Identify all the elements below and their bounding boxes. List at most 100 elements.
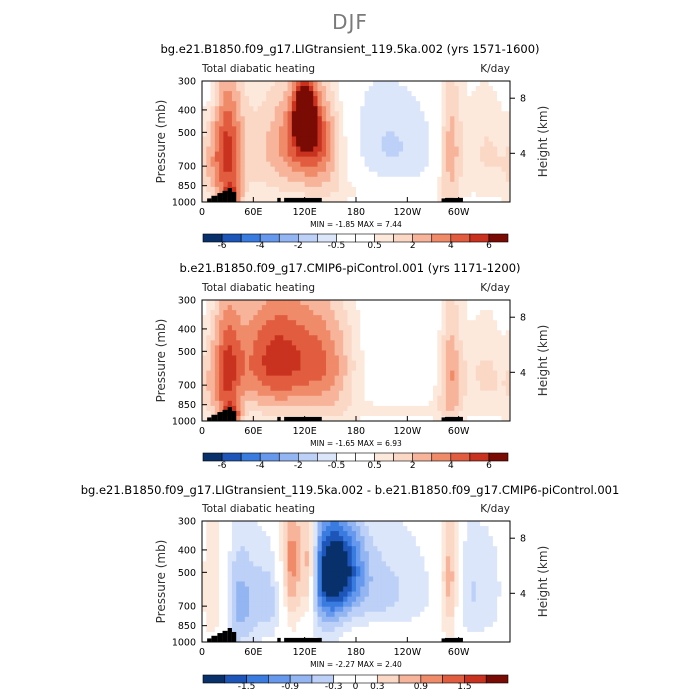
heatmap-cell — [381, 400, 387, 407]
heatmap-cell — [214, 360, 220, 366]
heatmap-cell — [300, 156, 306, 163]
heatmap-cell — [343, 325, 348, 331]
heatmap-cell — [270, 601, 276, 608]
heatmap-cell — [475, 340, 481, 346]
heatmap-cell — [338, 186, 344, 193]
heatmap-cell — [471, 601, 477, 608]
heatmap-cell — [407, 171, 413, 178]
heatmap-cell — [347, 86, 353, 92]
heatmap-cell — [373, 320, 378, 326]
y-tick-label: 1000 — [172, 198, 196, 209]
heatmap-cell — [347, 395, 353, 402]
heatmap-cell — [428, 330, 434, 336]
y-tick-label: 850 — [178, 400, 196, 411]
heatmap-cell — [385, 186, 391, 193]
heatmap-cell — [467, 596, 472, 603]
heatmap-cell — [437, 415, 442, 422]
heatmap-cell — [223, 521, 229, 527]
heatmap-cell — [407, 546, 413, 552]
heatmap-cell — [377, 365, 383, 371]
heatmap-cell — [424, 131, 430, 137]
heatmap-cell — [223, 161, 229, 168]
heatmap-cell — [296, 151, 301, 158]
heatmap-cell — [356, 335, 361, 341]
heatmap-cell — [407, 310, 413, 316]
heatmap-cell — [373, 375, 378, 382]
heatmap-cell — [415, 566, 421, 572]
heatmap-cell — [202, 86, 207, 92]
heatmap-cell — [351, 101, 357, 107]
heatmap-cell — [480, 196, 485, 203]
heatmap-cell — [394, 350, 400, 356]
heatmap-cell — [223, 546, 229, 552]
heatmap-cell — [304, 345, 310, 351]
heatmap-cell — [445, 551, 451, 557]
heatmap-cell — [227, 96, 233, 102]
heatmap-cell — [326, 156, 331, 163]
heatmap-cell — [458, 136, 464, 142]
heatmap-cell — [403, 531, 408, 537]
heatmap-cell — [351, 320, 357, 326]
heatmap-cell — [261, 350, 267, 356]
heatmap-cell — [377, 315, 383, 321]
heatmap-cell — [385, 86, 391, 92]
heatmap-cell — [347, 121, 353, 127]
heatmap-cell — [313, 571, 318, 577]
heatmap-cell — [471, 116, 477, 122]
heatmap-cell — [467, 126, 472, 132]
heatmap-cell — [471, 566, 477, 572]
heatmap-cell — [283, 161, 288, 168]
heatmap-cell — [287, 400, 293, 407]
heatmap-cell — [458, 166, 464, 173]
heatmap-cell — [308, 186, 314, 193]
heatmap-cell — [488, 181, 494, 188]
heatmap-cell — [313, 576, 318, 582]
heatmap-cell — [291, 305, 297, 311]
heatmap-cell — [253, 566, 259, 572]
heatmap-cell — [390, 196, 395, 203]
heatmap-cell — [313, 81, 318, 87]
heatmap-cell — [296, 91, 301, 97]
heatmap-cell — [373, 106, 378, 112]
heatmap-cell — [214, 330, 220, 336]
heatmap-cell — [398, 171, 404, 178]
heatmap-cell — [244, 546, 250, 552]
heatmap-cell — [390, 526, 395, 532]
heatmap-cell — [317, 300, 323, 306]
heatmap-cell — [330, 141, 336, 147]
heatmap-cell — [373, 400, 378, 407]
heatmap-cell — [326, 390, 331, 397]
heatmap-cell — [236, 126, 241, 132]
heatmap-cell — [261, 531, 267, 537]
heatmap-cell — [338, 176, 344, 183]
heatmap-cell — [373, 310, 378, 316]
heatmap-cell — [462, 166, 468, 173]
heatmap-cell — [313, 601, 318, 608]
heatmap-cell — [240, 531, 246, 537]
heatmap-cell — [266, 345, 271, 351]
heatmap-cell — [398, 591, 404, 598]
heatmap-cell — [210, 106, 216, 112]
heatmap-cell — [501, 355, 507, 361]
heatmap-cell — [308, 576, 314, 582]
heatmap-cell — [347, 345, 353, 351]
heatmap-cell — [343, 146, 348, 152]
heatmap-cell — [291, 601, 297, 608]
heatmap-cell — [360, 310, 365, 316]
heatmap-cell — [403, 305, 408, 311]
heatmap-cell — [287, 571, 293, 577]
heatmap-cell — [300, 606, 306, 613]
heatmap-cell — [296, 405, 301, 412]
heatmap-cell — [351, 330, 357, 336]
heatmap-cell — [390, 116, 395, 122]
heatmap-cell — [501, 171, 507, 178]
heatmap-cell — [223, 131, 229, 137]
heatmap-cell — [236, 400, 241, 407]
heatmap-cell — [351, 606, 357, 613]
heatmap-cell — [291, 131, 297, 137]
heatmap-cell — [334, 315, 340, 321]
heatmap-cell — [296, 521, 301, 527]
heatmap-cell — [300, 176, 306, 183]
heatmap-cell — [326, 81, 331, 87]
heatmap-cell — [351, 536, 357, 542]
